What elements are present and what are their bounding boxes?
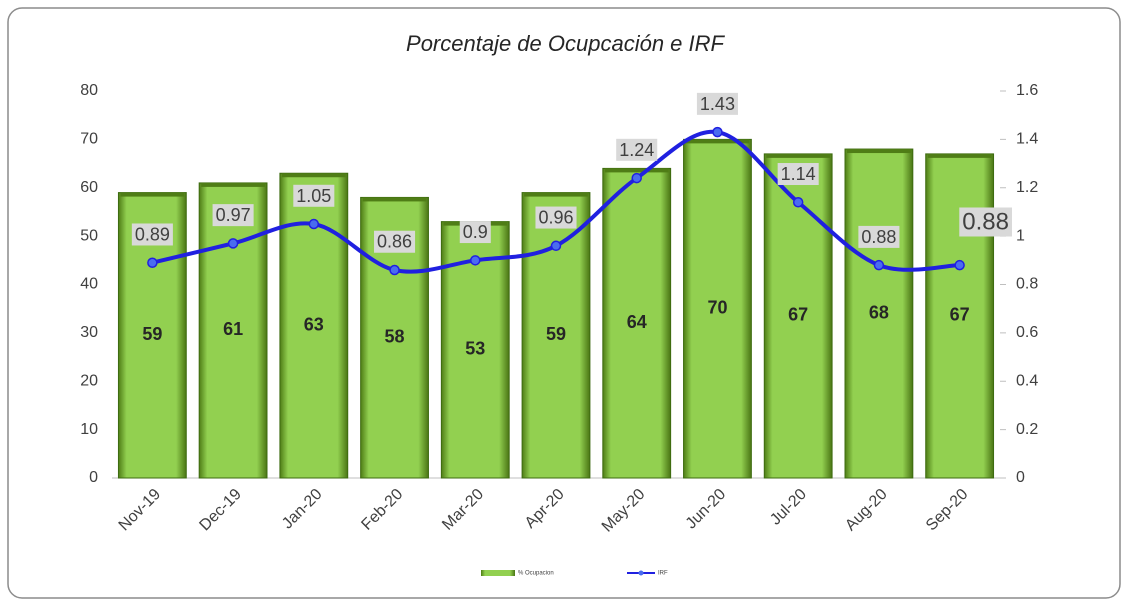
bar [198,182,268,479]
label-box [959,207,1012,237]
y2-tick-label: 0.2 [1016,421,1038,438]
bar-top [201,182,265,187]
y-tick-label: 70 [80,131,98,148]
label-box [616,138,658,161]
bar [844,148,914,479]
line-point [954,259,965,271]
bar-value-label: 53 [465,339,485,359]
line-value-label: 1.14 [781,164,816,184]
legend-swatch [481,570,515,576]
label-box [777,163,819,186]
line-value-label: 0.97 [216,205,251,225]
line-point [470,255,481,266]
line-point [389,264,400,276]
bar-top [281,173,346,178]
bar-value-label: 64 [627,312,647,332]
y2-tick-label: 1.4 [1016,131,1038,148]
line-value-label: 0.89 [135,224,170,244]
data-label: 1.43 [696,92,738,115]
y-tick-label: 40 [80,276,98,293]
y-tick-label: 20 [80,372,98,389]
y2-tick-label: 0.8 [1016,276,1038,293]
bar [683,138,752,479]
bar [521,192,591,479]
line-value-label: 1.43 [700,94,735,114]
chart-title: Porcentaje de Ocupcación e IRF [406,31,726,56]
line-point [227,238,239,249]
bar-value-label: 59 [142,324,162,344]
line-value-label: 0.88 [962,208,1009,235]
bar-top [766,153,831,158]
bar-top [362,197,427,202]
line-point [712,126,723,138]
label-box [858,225,900,248]
data-label: 0.9 [459,221,491,244]
label-box [293,184,335,207]
data-label: 0.96 [535,206,577,229]
line-point [873,259,885,271]
bar-value-label: 63 [304,314,324,334]
y2-tick-label: 1.6 [1016,82,1038,99]
bar [602,167,672,479]
line-point [550,240,562,252]
line-value-label: 1.24 [619,140,654,160]
line-value-label: 0.9 [463,222,488,242]
legend-swatch [638,570,644,576]
bar-value-label: 59 [546,324,566,344]
line-value-label: 0.96 [538,208,573,228]
line [151,129,960,274]
line-point [308,218,320,230]
data-label: 1.24 [616,138,658,161]
y2-tick-label: 1 [1016,227,1025,244]
label-box [459,221,491,244]
bar-value-label: 70 [707,297,727,317]
bar-top [847,149,911,154]
bar-value-label: 61 [223,319,243,339]
bar-value-label: 67 [950,305,970,325]
bar-top [524,192,588,197]
data-label: 1.14 [777,163,819,186]
y-tick-label: 50 [80,227,98,244]
line-point [792,197,804,208]
label-box [374,230,416,253]
bar-value-label: 68 [869,302,889,322]
y-tick-label: 30 [80,324,98,341]
label-box [535,206,577,229]
y-tick-label: 80 [80,82,98,99]
data-label: 0.88 [858,225,900,248]
line-value-label: 0.86 [377,232,412,252]
bar-top [120,192,185,197]
data-label: 0.86 [374,230,416,253]
label-box [696,92,738,115]
label-box [131,223,173,246]
legend-label: IRF [658,571,668,577]
y2-tick-label: 0.4 [1016,372,1038,389]
bar-top [927,153,992,158]
y-tick-label: 10 [80,421,98,438]
y2-tick-label: 0 [1016,469,1025,486]
data-label: 0.88 [959,207,1012,237]
bar-value-label: 67 [788,305,808,325]
data-label: 1.05 [293,184,335,207]
y-tick-label: 60 [80,179,98,196]
label-box [212,204,254,227]
line-point [147,257,158,268]
bar-top [685,139,750,144]
bar-top [604,168,669,173]
legend-label: % Ocupacion [518,571,554,577]
line-value-label: 0.88 [861,227,896,247]
y-tick-label: 0 [89,469,98,486]
y2-tick-label: 1.2 [1016,179,1038,196]
bar [763,153,833,479]
line-point [631,172,642,184]
data-label: 0.89 [131,223,173,246]
y2-tick-label: 0.6 [1016,324,1038,341]
data-label: 0.97 [212,204,254,227]
bar-value-label: 58 [385,326,405,346]
line-value-label: 1.05 [296,186,331,206]
